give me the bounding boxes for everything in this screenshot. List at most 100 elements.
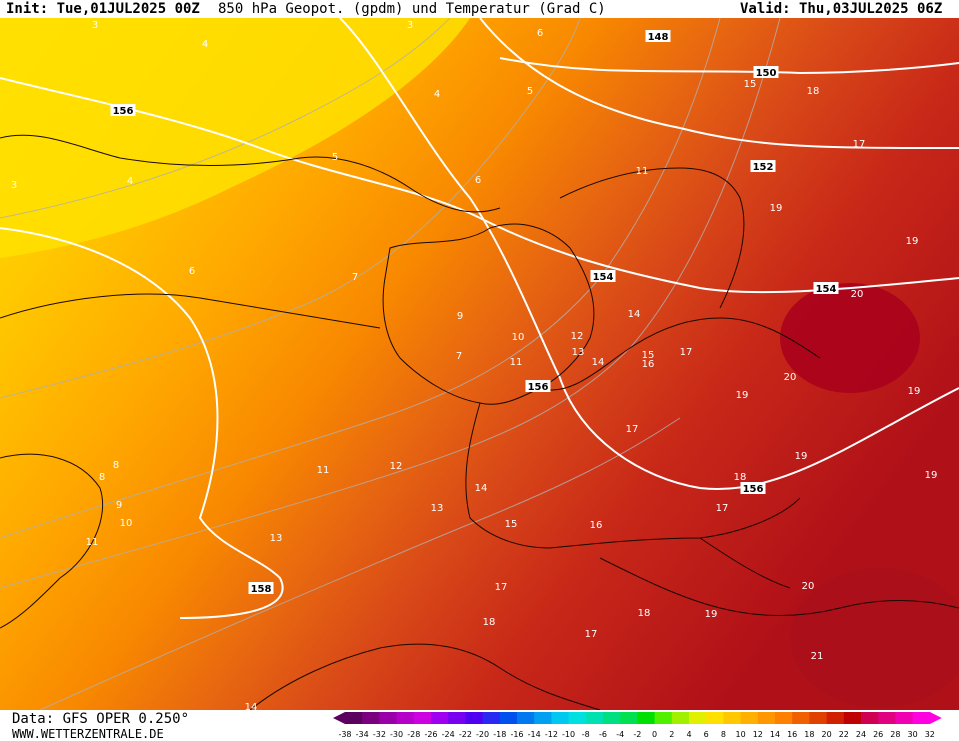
- colorbar-swatch: [413, 712, 432, 724]
- svg-text:3: 3: [11, 180, 17, 191]
- colorbar-tick-label: 28: [890, 730, 900, 739]
- warm-core-south: [790, 568, 959, 708]
- svg-text:20: 20: [802, 581, 815, 592]
- svg-text:10: 10: [120, 518, 133, 529]
- colorbar-tick-label: -34: [356, 730, 369, 739]
- valid-time: Valid: Thu,03JUL2025 06Z: [740, 1, 943, 17]
- temperature-label: 14: [592, 357, 605, 368]
- colorbar-swatch: [843, 712, 862, 724]
- temperature-label: 17: [853, 139, 866, 150]
- svg-text:14: 14: [592, 357, 605, 368]
- temperature-label: 17: [716, 503, 729, 514]
- colorbar-tick-label: 14: [770, 730, 780, 739]
- colorbar-tick-label: 6: [704, 730, 709, 739]
- svg-text:19: 19: [925, 470, 938, 481]
- svg-text:4: 4: [434, 89, 440, 100]
- svg-text:7: 7: [456, 351, 462, 362]
- temperature-label: 15: [642, 350, 655, 361]
- svg-text:13: 13: [431, 503, 444, 514]
- svg-text:20: 20: [851, 289, 864, 300]
- temperature-label: 19: [795, 451, 808, 462]
- colorbar-tick-label: -4: [616, 730, 624, 739]
- init-time: Init: Tue,01JUL2025 00Z: [6, 1, 200, 17]
- map-footer: Data: GFS OPER 0.250° WWW.WETTERZENTRALE…: [0, 710, 959, 741]
- svg-text:13: 13: [572, 347, 585, 358]
- colorbar-swatch: [396, 712, 415, 724]
- colorbar-swatch: [585, 712, 604, 724]
- svg-text:18: 18: [734, 472, 747, 483]
- cool-region-northwest: [0, 18, 470, 258]
- temperature-labels: 3 3 3 4 4 4 5 5 6 6 6 7 7 88 9 9 10 10 11 11 11 11 12 12 13 13 13 1…: [11, 20, 938, 710]
- svg-text:6: 6: [475, 175, 481, 186]
- colorbar-tick-label: 0: [652, 730, 657, 739]
- temperature-label: 19: [908, 386, 921, 397]
- colorbar-max-arrow: [929, 712, 942, 724]
- svg-text:14: 14: [245, 702, 258, 710]
- colorbar-tick-label: 16: [787, 730, 797, 739]
- svg-text:18: 18: [807, 86, 820, 97]
- temperature-label: 17: [626, 424, 639, 435]
- svg-text:10: 10: [512, 332, 525, 343]
- temperature-label: 4: [434, 89, 440, 100]
- colorbar-tick-label: 12: [753, 730, 763, 739]
- svg-text:6: 6: [537, 28, 543, 39]
- temperature-label: 16: [590, 520, 603, 531]
- temperature-label: 12: [390, 461, 403, 472]
- temperature-label: 11: [86, 537, 99, 548]
- colorbar-swatch: [861, 712, 879, 724]
- colorbar-swatch: [809, 712, 828, 724]
- svg-text:16: 16: [590, 520, 603, 531]
- svg-text:11: 11: [510, 357, 523, 368]
- temperature-label: 10: [512, 332, 525, 343]
- geopotential-label: 156: [525, 380, 551, 393]
- temperature-label: 13: [572, 347, 585, 358]
- colorbar-tick-label: 20: [822, 730, 832, 739]
- svg-text:17: 17: [680, 347, 693, 358]
- temperature-label: 17: [495, 582, 508, 593]
- temperature-label: 18: [638, 608, 651, 619]
- temperature-label: 3: [11, 180, 17, 191]
- temperature-label: 19: [925, 470, 938, 481]
- geopotential-label: 150: [753, 66, 779, 79]
- temperature-label: 6: [537, 28, 543, 39]
- colorbar-tick-label: -38: [338, 730, 351, 739]
- colorbar-swatch: [792, 712, 810, 724]
- colorbar-swatch: [620, 712, 638, 724]
- country-borders: [0, 134, 959, 710]
- colorbar-swatch: [671, 712, 690, 724]
- colorbar-tick-label: 2: [669, 730, 674, 739]
- temperature-label: 10: [120, 518, 133, 529]
- map-title: 850 hPa Geopot. (gpdm) und Temperatur (G…: [218, 1, 606, 17]
- colorbar-tick-label: 26: [873, 730, 883, 739]
- svg-text:6: 6: [189, 266, 195, 277]
- colorbar-swatch: [534, 712, 552, 724]
- colorbar-tick-label: -6: [599, 730, 607, 739]
- colorbar-swatch: [740, 712, 759, 724]
- colorbar-tick-label: 18: [804, 730, 814, 739]
- colorbar-tick-label: 10: [736, 730, 746, 739]
- svg-text:12: 12: [571, 331, 584, 342]
- colorbar-tick-label: -20: [476, 730, 489, 739]
- colorbar-tick-label: -30: [390, 730, 403, 739]
- colorbar-swatch: [706, 712, 724, 724]
- temperature-label: 17: [585, 629, 598, 640]
- temperature-colorbar: -38 -34 -32 -30 -28 -26 -24 -22 -20 -18 -16 -14 -12-…: [333, 712, 942, 739]
- colorbar-tick-label: -24: [442, 730, 455, 739]
- svg-text:14: 14: [628, 309, 641, 320]
- temperature-label: 19: [906, 236, 919, 247]
- svg-text:152: 152: [753, 162, 774, 173]
- colorbar-swatch: [551, 712, 570, 724]
- svg-text:7: 7: [352, 272, 358, 283]
- svg-text:17: 17: [585, 629, 598, 640]
- svg-text:3: 3: [407, 20, 413, 31]
- colorbar-tick-label: -8: [582, 730, 590, 739]
- geopotential-label: 152: [750, 160, 776, 173]
- colorbar-tick-label: -28: [407, 730, 420, 739]
- geopotential-label: 156: [740, 482, 766, 495]
- svg-text:17: 17: [626, 424, 639, 435]
- svg-text:158: 158: [251, 584, 272, 595]
- temperature-label: 19: [705, 609, 718, 620]
- temperature-label: 19: [770, 203, 783, 214]
- svg-text:21: 21: [811, 651, 824, 662]
